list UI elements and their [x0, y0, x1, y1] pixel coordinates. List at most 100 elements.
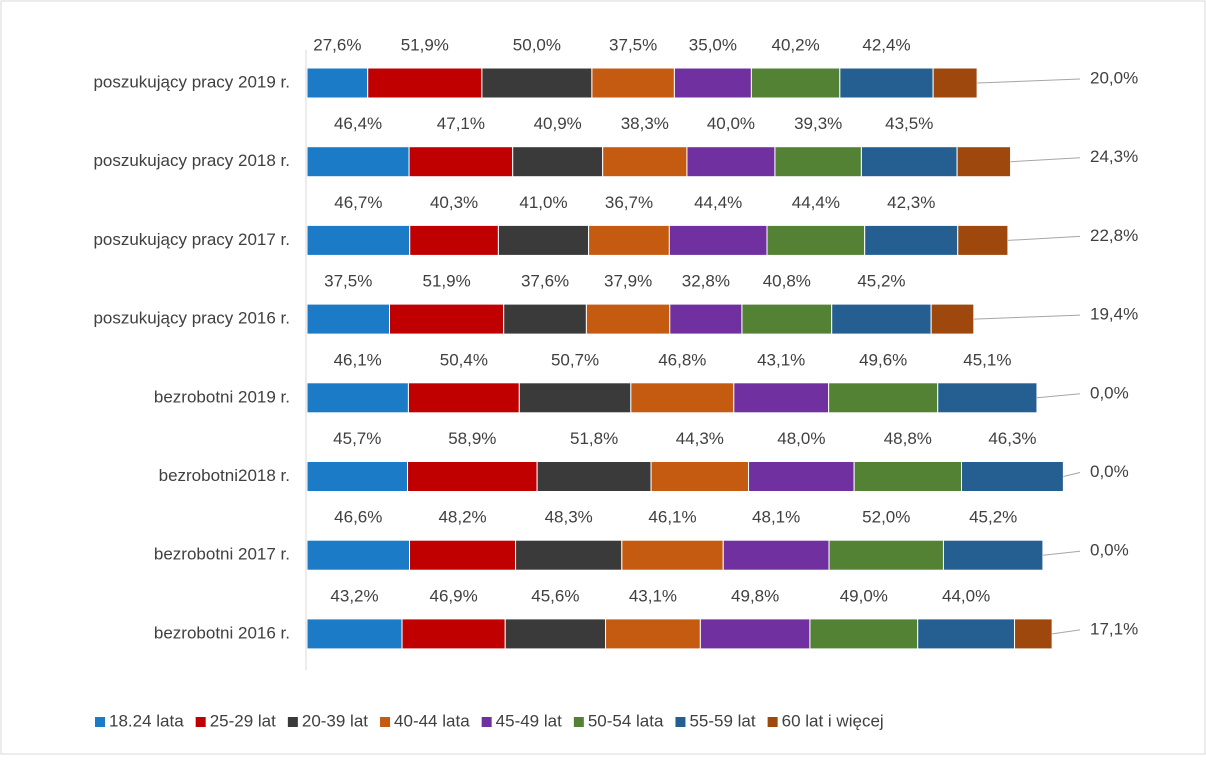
- bar-segment: [1014, 618, 1053, 650]
- value-label: 50,0%: [513, 35, 561, 54]
- leader-line: [977, 78, 1081, 84]
- bar-segment: [766, 224, 866, 256]
- bar-segment: [733, 382, 830, 414]
- leader-line: [1063, 472, 1081, 477]
- legend-swatch: [573, 717, 584, 727]
- bar-segment: [942, 539, 1044, 571]
- value-label: 44,4%: [694, 193, 742, 212]
- legend-swatch: [380, 717, 391, 727]
- bar-segment: [306, 224, 411, 256]
- value-label: 48,0%: [777, 429, 825, 448]
- value-label: 45,6%: [531, 586, 579, 605]
- value-label: 32,8%: [682, 272, 730, 291]
- value-label: 45,7%: [333, 429, 381, 448]
- legend-label: 20-39 lat: [302, 711, 368, 730]
- value-label: 48,8%: [884, 429, 932, 448]
- value-label: 48,1%: [752, 508, 800, 527]
- value-label: 24,3%: [1090, 147, 1138, 166]
- value-label: 51,9%: [422, 272, 470, 291]
- legend-swatch: [675, 717, 686, 727]
- value-label: 0,0%: [1090, 462, 1129, 481]
- value-label: 44,0%: [942, 586, 990, 605]
- bar-segment: [306, 67, 369, 99]
- value-label: 48,2%: [438, 508, 486, 527]
- bar-segment: [306, 382, 409, 414]
- value-label: 0,0%: [1090, 541, 1129, 560]
- value-label: 49,0%: [840, 586, 888, 605]
- bar-segment: [367, 67, 483, 99]
- value-label: 40,3%: [430, 193, 478, 212]
- value-label: 50,7%: [551, 350, 599, 369]
- bar-segment: [306, 146, 410, 178]
- bar-segment: [621, 539, 724, 571]
- bar-segment: [828, 539, 944, 571]
- bar-segment: [930, 303, 975, 335]
- legend-label: 60 lat i więcej: [782, 711, 884, 730]
- value-label: 45,2%: [857, 272, 905, 291]
- bar-segment: [306, 539, 411, 571]
- value-label: 43,5%: [885, 114, 933, 133]
- bar-segment: [504, 618, 607, 650]
- bar-segment: [630, 382, 735, 414]
- bar-segment: [699, 618, 811, 650]
- value-label: 58,9%: [448, 429, 496, 448]
- value-label: 17,1%: [1090, 619, 1138, 638]
- legend-swatch: [767, 717, 778, 727]
- bar-segment: [686, 146, 776, 178]
- value-label: 46,8%: [658, 350, 706, 369]
- value-label: 38,3%: [621, 114, 669, 133]
- value-label: 43,2%: [330, 586, 378, 605]
- value-label: 44,4%: [792, 193, 840, 212]
- bar-segment: [408, 146, 514, 178]
- legend-swatch: [287, 717, 298, 727]
- legend-label: 18.24 lata: [109, 711, 184, 730]
- bar-segment: [956, 146, 1012, 178]
- category-label: bezrobotni 2017 r.: [154, 545, 290, 564]
- value-label: 43,1%: [757, 350, 805, 369]
- bar-segment: [409, 224, 499, 256]
- bar-segment: [407, 461, 538, 492]
- bar-segment: [828, 382, 939, 414]
- category-label: bezrobotni2018 r.: [159, 466, 290, 485]
- bar-segment: [937, 382, 1038, 414]
- bar-segment: [306, 461, 409, 492]
- bar-segment: [722, 539, 830, 571]
- bar-segment: [917, 618, 1016, 650]
- leader-line: [1036, 393, 1081, 399]
- bar-segment: [668, 224, 768, 256]
- value-label: 0,0%: [1090, 383, 1129, 402]
- value-label: 46,6%: [334, 508, 382, 527]
- category-label: bezrobotni 2019 r.: [154, 387, 290, 406]
- bar-segment: [809, 618, 919, 650]
- bar-segment: [650, 461, 750, 492]
- value-label: 45,1%: [963, 350, 1011, 369]
- bar-segment: [585, 303, 671, 335]
- bar-segment: [497, 224, 590, 256]
- bar-segment: [853, 461, 963, 492]
- value-label: 20,0%: [1090, 68, 1138, 87]
- legend-label: 55-59 lat: [689, 711, 755, 730]
- bar-segment: [536, 461, 652, 492]
- bar-segment: [831, 303, 932, 335]
- value-label: 37,5%: [324, 272, 372, 291]
- value-label: 51,8%: [570, 429, 618, 448]
- leader-line: [1010, 157, 1081, 163]
- value-label: 22,8%: [1090, 226, 1138, 245]
- legend-swatch: [481, 717, 492, 727]
- value-label: 49,8%: [731, 586, 779, 605]
- value-label: 42,4%: [862, 35, 910, 54]
- value-label: 44,3%: [676, 429, 724, 448]
- bar-segment: [481, 67, 593, 99]
- value-label: 51,9%: [401, 35, 449, 54]
- category-label: poszukujacy pracy 2018 r.: [93, 151, 290, 170]
- bar-segment: [864, 224, 959, 256]
- bar-segment: [503, 303, 587, 335]
- bar-segment: [860, 146, 958, 178]
- bar-segment: [602, 146, 688, 178]
- bar-segment: [407, 382, 520, 414]
- value-label: 49,6%: [859, 350, 907, 369]
- bar-segment: [750, 67, 841, 99]
- value-label: 27,6%: [313, 35, 361, 54]
- bar-segment: [961, 461, 1064, 492]
- bar-segment: [401, 618, 506, 650]
